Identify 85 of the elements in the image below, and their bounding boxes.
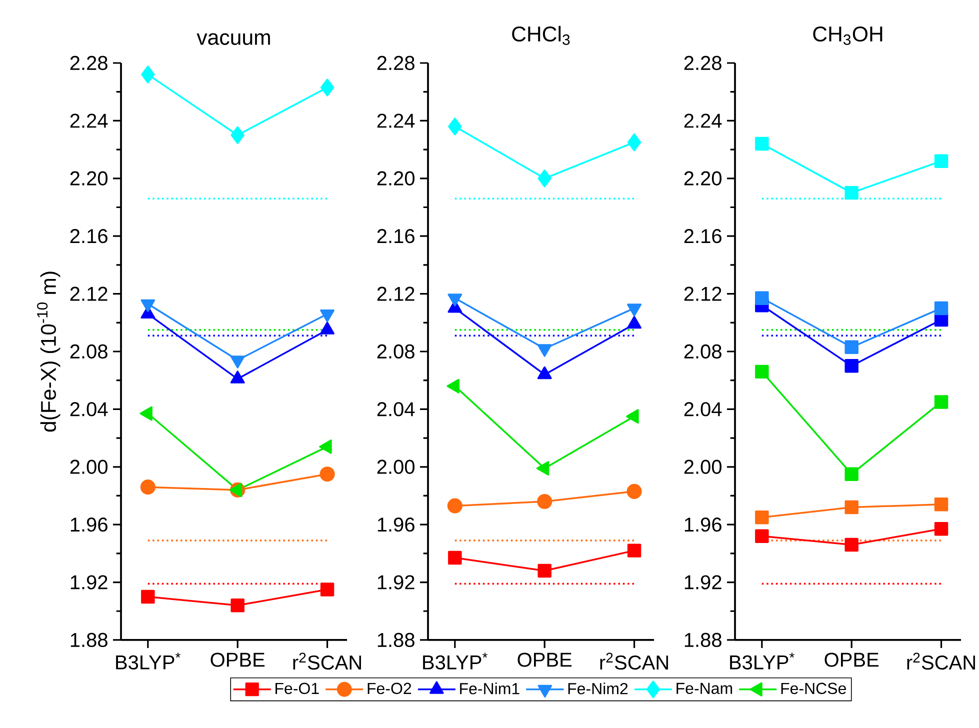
y-tick-label: 2.00	[70, 460, 108, 474]
legend-label: Fe-O1	[276, 682, 319, 694]
point	[447, 498, 462, 514]
point	[538, 170, 552, 188]
y-tick-label: 2.28	[377, 56, 414, 70]
legend-label: Fe-O2	[368, 682, 412, 694]
point	[755, 136, 769, 151]
point	[320, 582, 334, 596]
point	[755, 364, 769, 379]
y-tick-label: 1.88	[378, 632, 414, 648]
point	[844, 467, 858, 481]
chart-title: CHCl$_{3}$	[512, 26, 570, 45]
x-tick-label: r$^{2}$SCAN	[293, 652, 361, 670]
y-tick-label: 2.24	[684, 114, 722, 128]
y-tick-label: 2.16	[684, 229, 722, 244]
y-tick-label: 2.04	[377, 402, 415, 416]
point	[844, 500, 858, 514]
y-tick-label: 2.00	[684, 460, 722, 474]
y-tick-label: 2.24	[70, 114, 108, 128]
y-tick-label: 2.04	[70, 402, 108, 416]
point	[230, 598, 244, 612]
y-tick-label: 1.92	[70, 575, 108, 590]
y-tick-label: 2.16	[70, 229, 108, 244]
y-tick-label: 1.92	[684, 575, 722, 590]
point	[934, 395, 948, 409]
point	[448, 550, 462, 565]
point	[844, 340, 858, 354]
y-tick-label: 2.20	[70, 171, 108, 186]
y-tick-label: 1.96	[684, 518, 722, 532]
y-tick-label: 1.96	[378, 518, 414, 532]
point	[320, 466, 335, 482]
point	[538, 564, 552, 578]
point	[627, 133, 642, 152]
y-tick-label: 2.28	[70, 56, 108, 70]
point	[755, 510, 769, 524]
point	[934, 522, 948, 536]
point	[934, 498, 948, 512]
x-tick-label: OPBE	[210, 652, 265, 667]
y-tick-label: 2.00	[377, 460, 414, 474]
point	[320, 78, 334, 96]
point	[627, 544, 642, 558]
chart-title: CH$_{3}$OH	[813, 26, 882, 45]
x-tick-label: B3LYP$^{*}$	[730, 652, 794, 670]
x-tick-label: r$^{2}$SCAN	[907, 652, 975, 670]
point	[448, 118, 462, 136]
y-tick-label: 1.96	[70, 518, 108, 532]
point	[230, 126, 244, 144]
y-tick-label: 1.88	[70, 632, 108, 648]
y-tick-label: 2.20	[377, 171, 414, 186]
y-tick-label: 2.08	[377, 344, 414, 359]
point	[934, 154, 948, 168]
point	[537, 494, 552, 510]
x-tick-label: OPBE	[824, 652, 879, 667]
y-tick-label: 2.04	[684, 402, 722, 416]
legend-label: Fe-Nam	[676, 682, 732, 694]
y-tick-label: 1.92	[378, 575, 414, 590]
y-tick-label: 2.12	[70, 286, 108, 301]
y-tick-label: 2.28	[684, 56, 722, 70]
y-tick-label: 2.16	[377, 229, 414, 244]
chart-title: vacuum	[196, 33, 270, 45]
y-tick-label: 2.24	[377, 114, 415, 128]
y-tick-label: 2.08	[70, 344, 108, 359]
y-tick-label: 2.20	[684, 171, 722, 186]
legend-label: Fe-Nim2	[568, 682, 628, 694]
y-tick-label: 2.08	[684, 344, 722, 359]
point	[755, 291, 769, 305]
point	[141, 590, 155, 604]
x-tick-label: r$^{2}$SCAN	[600, 652, 668, 670]
y-axis-title: d(Fe-X) (10$^{-10}$ m)	[37, 272, 60, 432]
x-tick-label: OPBE	[518, 652, 572, 667]
x-tick-label: B3LYP$^{*}$	[423, 652, 488, 670]
point	[140, 480, 156, 495]
point	[626, 484, 642, 499]
y-tick-label: 2.12	[684, 286, 722, 301]
point	[755, 529, 769, 543]
legend-label: Fe-Nim1	[460, 682, 520, 694]
point	[844, 359, 858, 373]
y-tick-label: 2.12	[377, 286, 414, 301]
legend-label: Fe-NCSe	[781, 682, 846, 694]
point	[844, 538, 858, 552]
point	[844, 186, 858, 200]
point	[141, 66, 155, 84]
point	[934, 301, 948, 316]
x-tick-label: B3LYP$^{*}$	[116, 652, 180, 670]
y-tick-label: 1.88	[684, 632, 722, 648]
